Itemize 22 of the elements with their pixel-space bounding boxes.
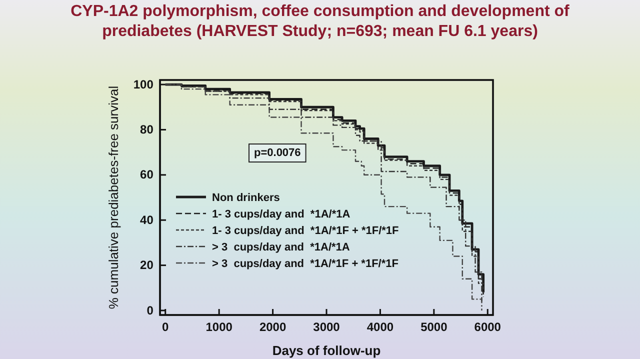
x-tick-label: 5000 bbox=[420, 320, 448, 334]
y-tick-label: 20 bbox=[140, 258, 154, 272]
legend-label: > 3 cups/day and *1A/*1A bbox=[212, 242, 350, 254]
y-tick-label: 60 bbox=[140, 168, 154, 182]
x-tick-label: 2000 bbox=[259, 320, 286, 334]
chart-title: CYP-1A2 polymorphism, coffee consumption and development of prediabetes (HARVEST Study; n=693; mean FU 6.1 years) bbox=[70, 3, 570, 40]
y-axis-title: % cumulative prediabetes-free survival bbox=[106, 86, 121, 310]
x-tick-label: 6000 bbox=[474, 320, 502, 334]
legend-label: Non drinkers bbox=[212, 192, 280, 204]
legend-label: 1- 3 cups/day and *1A/*1F + *1F/*1F bbox=[212, 225, 400, 237]
legend-label: 1- 3 cups/day and *1A/*1A bbox=[212, 208, 350, 220]
y-tick-label: 80 bbox=[140, 122, 154, 137]
x-tick-label: 1000 bbox=[206, 320, 233, 334]
legend-label: > 3 cups/day and *1A/*1F + *1F/*1F bbox=[212, 258, 399, 270]
y-tick-label: 100 bbox=[133, 77, 154, 92]
x-tick-label: 3000 bbox=[313, 320, 340, 334]
y-tick-label: 0 bbox=[146, 303, 154, 318]
y-tick-label: 40 bbox=[140, 212, 154, 227]
x-tick-label: 0 bbox=[162, 320, 170, 334]
annotation: p=0.0076 bbox=[254, 147, 301, 159]
x-tick-label: 4000 bbox=[366, 320, 394, 334]
x-axis-title: Days of follow-up bbox=[272, 343, 381, 358]
